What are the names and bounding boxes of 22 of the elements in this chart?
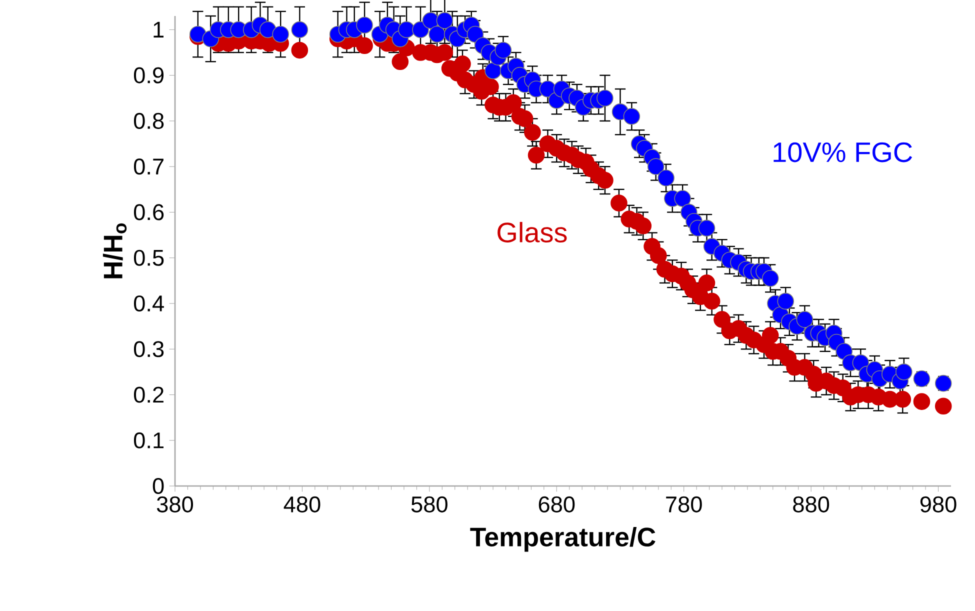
y-axis-title: H/H$_{o}$ xyxy=(102,223,127,278)
x-tick-label: 680 xyxy=(538,496,575,512)
x-tick-label: 880 xyxy=(793,496,830,512)
y-tick-label: 0.6 xyxy=(134,204,164,220)
y-tick-label: 1 xyxy=(154,22,164,38)
x-tick-label: 580 xyxy=(411,496,448,512)
y-tick-label: 0.8 xyxy=(134,112,164,129)
y-tick-label: 0.7 xyxy=(134,158,164,175)
x-tick-label: 480 xyxy=(284,496,320,512)
text: 10V% FGC xyxy=(774,142,912,162)
y-tick-label: 0.4 xyxy=(134,295,164,312)
x-axis-title: Temperature/C xyxy=(470,526,656,552)
y-tick-label: 0.5 xyxy=(134,250,164,266)
y-tick-label: 0.2 xyxy=(134,386,164,403)
x-tick-label: 780 xyxy=(666,496,702,512)
series-label: Glass xyxy=(498,222,567,242)
x-tick-label: 380 xyxy=(156,496,194,512)
x-tick-label: 980 xyxy=(920,496,956,512)
y-tick-label: 0.9 xyxy=(134,67,164,84)
y-tick-label: 0.3 xyxy=(134,341,164,358)
y-tick-label: 0 xyxy=(152,478,164,494)
y-tick-label: 0.1 xyxy=(134,432,164,448)
